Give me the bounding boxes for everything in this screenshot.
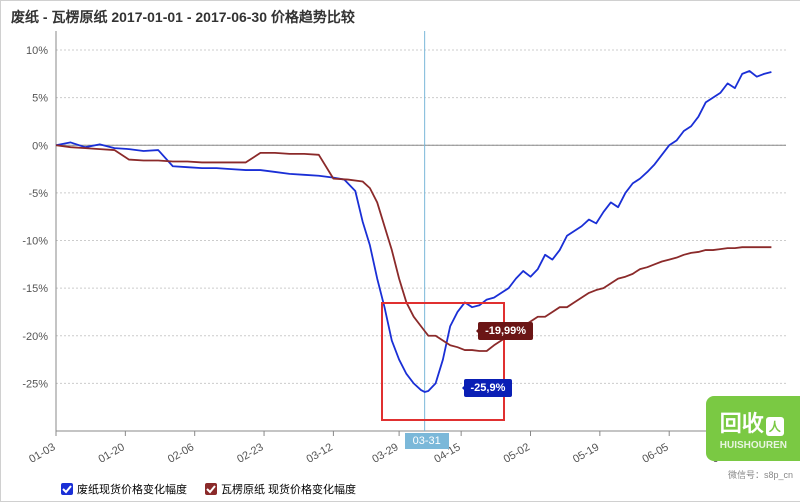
callout-series-2: -19,99% (478, 322, 533, 340)
chart-plot: -25% -20% -15% -10% -5% 0% 5% 10% 01-03 01-20 02-0… (1, 1, 800, 501)
svg-text:03-12: 03-12 (305, 441, 335, 465)
watermark: 微信号：s8p_cn (728, 468, 793, 481)
svg-text:-20%: -20% (22, 331, 48, 343)
logo-sub: HUISHOUREN (720, 440, 787, 451)
logo-main: 回收 (720, 406, 764, 438)
svg-text:-15%: -15% (22, 283, 48, 295)
svg-text:03-29: 03-29 (370, 441, 400, 465)
logo-corner: 人 (766, 417, 784, 436)
svg-text:-5%: -5% (28, 188, 48, 200)
brand-logo: 回收 人 HUISHOUREN (706, 396, 800, 461)
svg-text:-25%: -25% (22, 378, 48, 390)
svg-text:0%: 0% (32, 140, 48, 152)
svg-text:01-03: 01-03 (27, 441, 57, 465)
chart-container: 废纸 - 瓦楞原纸 2017-01-01 - 2017-06-30 价格趋势比较… (0, 0, 800, 502)
svg-text:05-02: 05-02 (502, 441, 532, 465)
svg-text:05-19: 05-19 (571, 441, 601, 465)
callout-series-1: -25,9% (464, 379, 513, 397)
svg-text:5%: 5% (32, 93, 48, 105)
svg-text:01-20: 01-20 (96, 441, 126, 465)
legend-label-2: 瓦楞原纸 现货价格变化幅度 (221, 481, 356, 497)
legend-swatch-2 (205, 483, 217, 495)
marker-date-label: 03-31 (405, 433, 449, 449)
svg-text:06-05: 06-05 (640, 441, 670, 465)
svg-text:02-06: 02-06 (166, 441, 196, 465)
svg-text:02-23: 02-23 (235, 441, 265, 465)
legend-swatch-1 (61, 483, 73, 495)
legend-item-2: 瓦楞原纸 现货价格变化幅度 (205, 481, 356, 497)
legend-item-1: 废纸现货价格变化幅度 (61, 481, 187, 497)
svg-text:10%: 10% (26, 45, 48, 57)
legend-label-1: 废纸现货价格变化幅度 (77, 481, 187, 497)
svg-text:-10%: -10% (22, 236, 48, 248)
legend: 废纸现货价格变化幅度 瓦楞原纸 现货价格变化幅度 (61, 481, 356, 497)
